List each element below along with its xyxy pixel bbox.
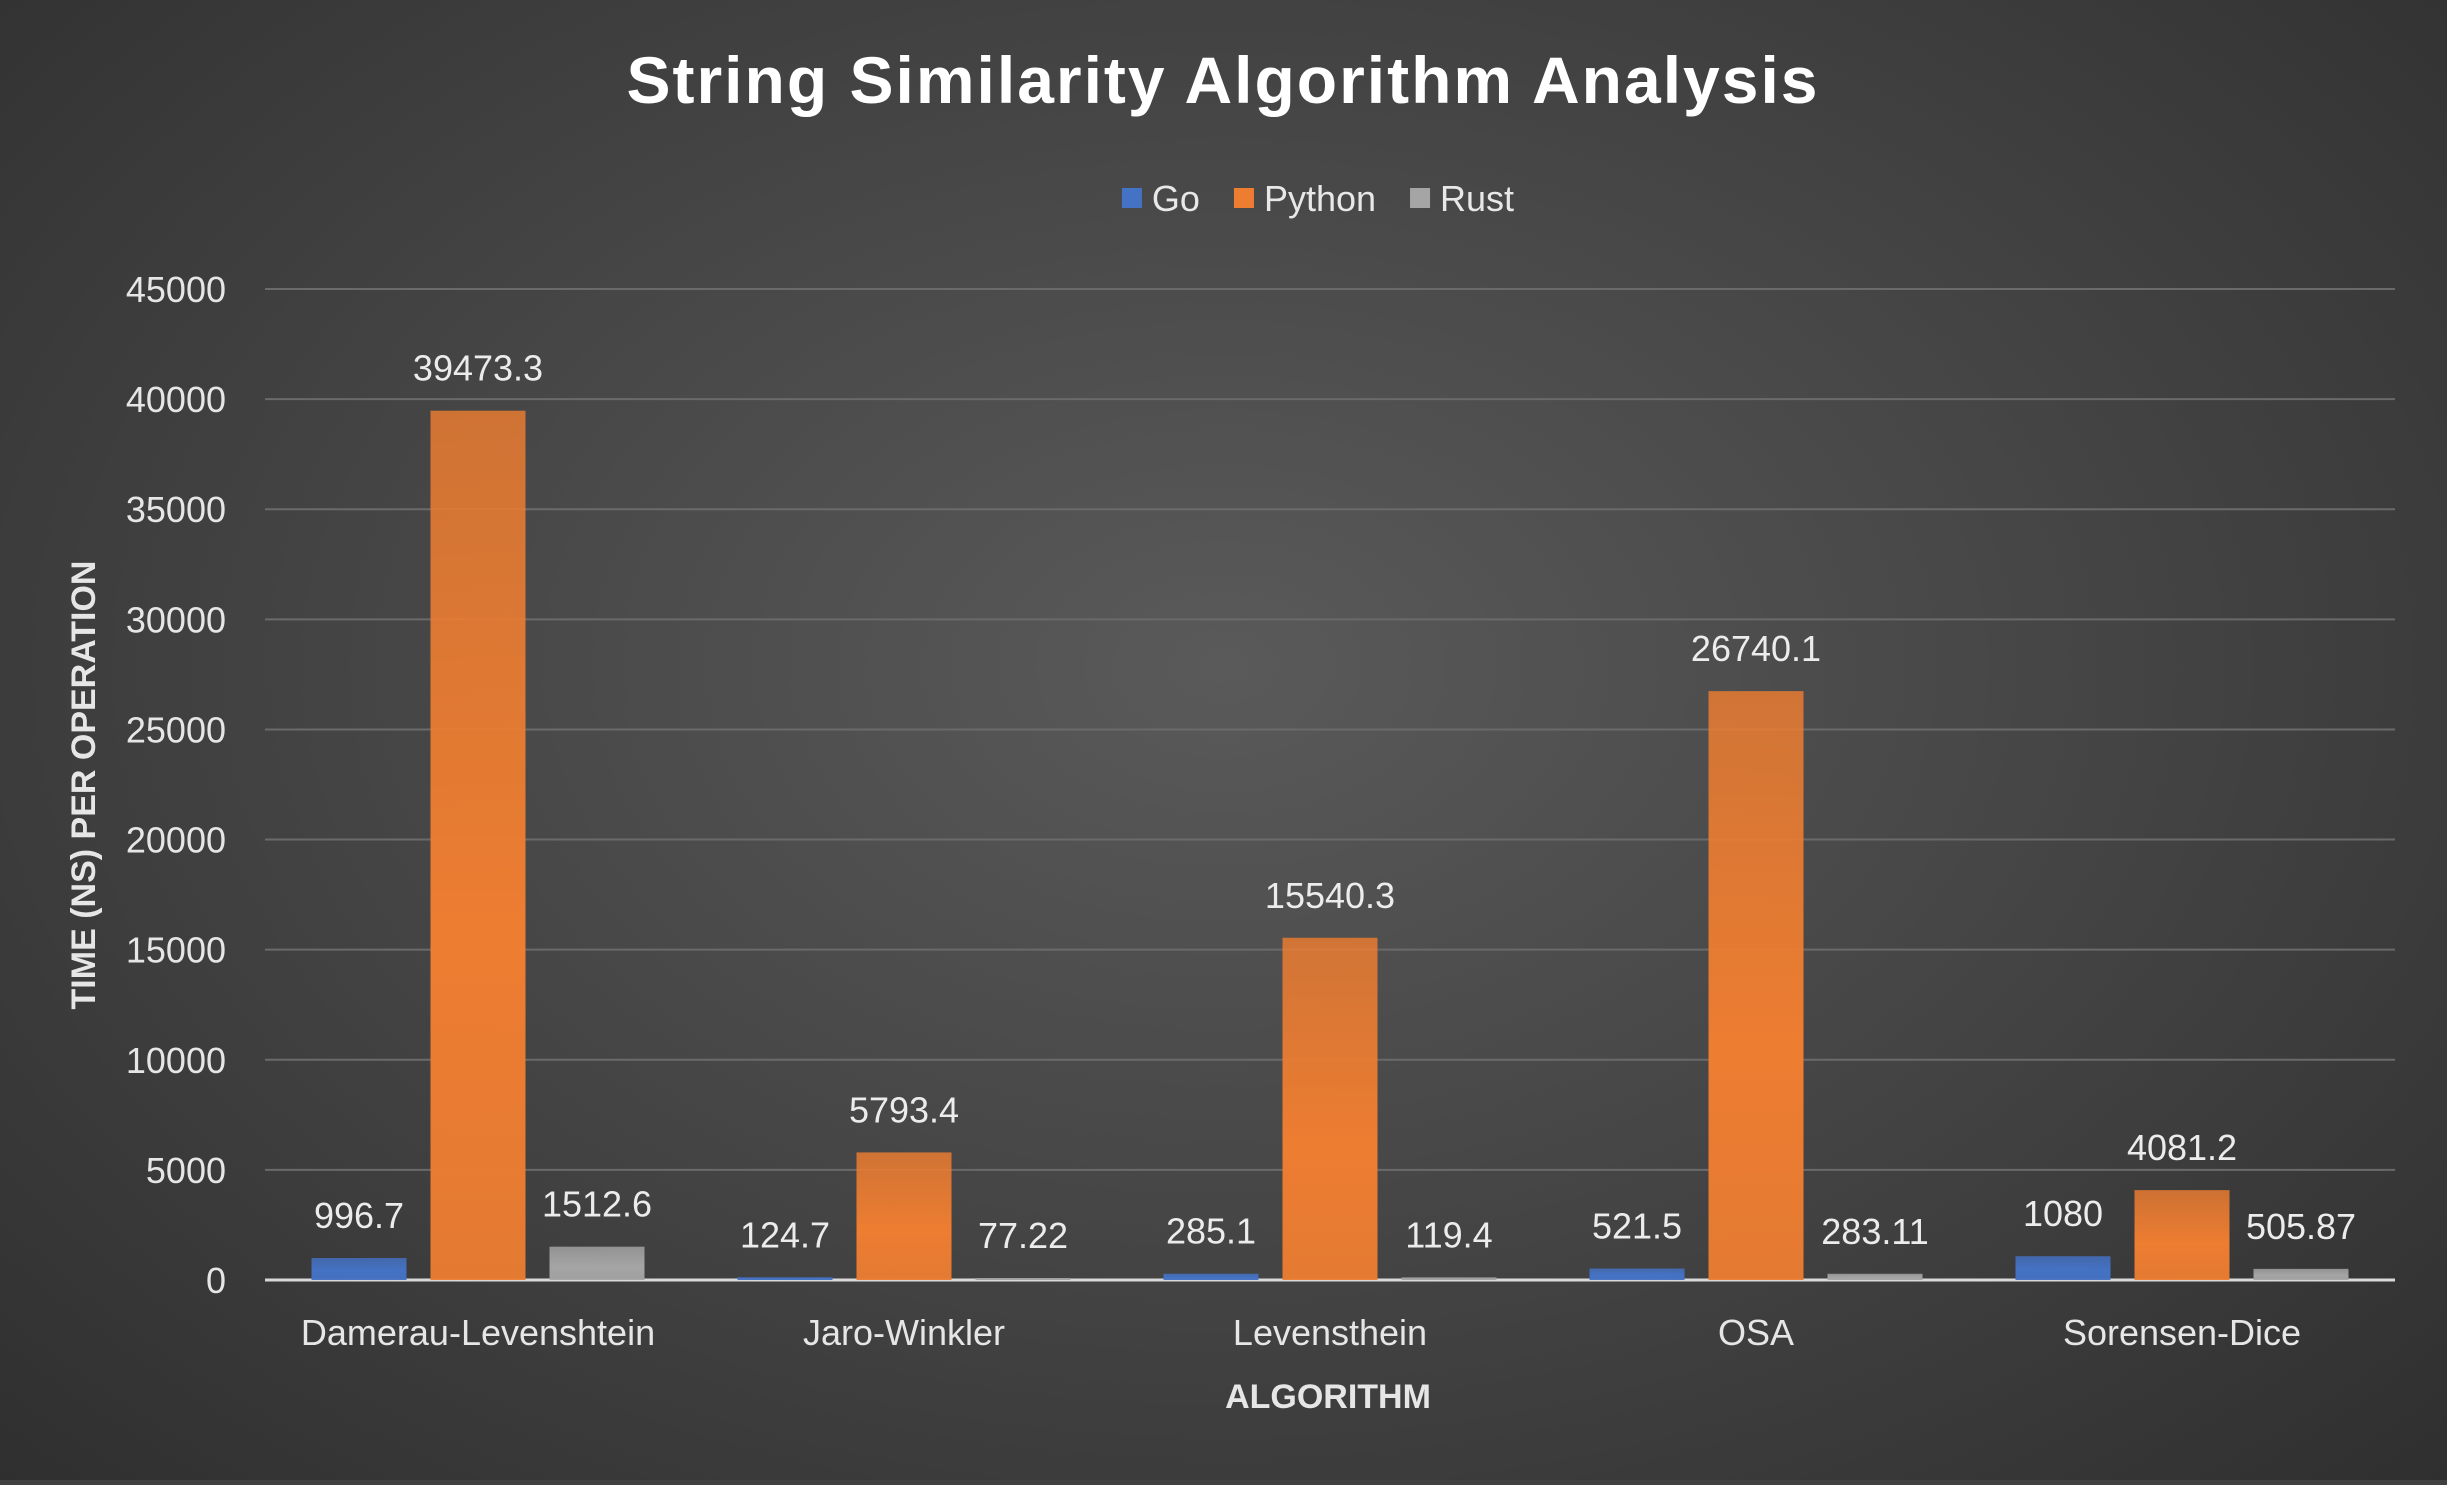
bar-rust-3 <box>1827 1273 1923 1280</box>
bar-go-0 <box>311 1258 407 1280</box>
bar-go-1 <box>737 1277 833 1280</box>
y-tick-label: 10000 <box>126 1040 226 1081</box>
data-label-rust: 505.87 <box>2246 1206 2356 1247</box>
y-tick-label: 0 <box>206 1260 226 1301</box>
y-tick-label: 5000 <box>146 1150 226 1191</box>
y-tick-label: 30000 <box>126 599 226 640</box>
y-tick-label: 25000 <box>126 709 226 750</box>
data-label-go: 285.1 <box>1166 1211 1256 1252</box>
x-category-label: Damerau-Levenshtein <box>301 1312 655 1353</box>
y-tick-label: 15000 <box>126 930 226 971</box>
bar-python-4 <box>2134 1190 2230 1280</box>
bar-python-1 <box>856 1152 952 1280</box>
x-category-label: Levensthein <box>1233 1312 1427 1353</box>
chart-title: String Similarity Algorithm Analysis <box>626 43 1819 117</box>
data-label-python: 4081.2 <box>2127 1127 2237 1168</box>
x-category-label: Sorensen-Dice <box>2063 1312 2301 1353</box>
bar-python-3 <box>1708 691 1804 1280</box>
legend-label-go: Go <box>1152 178 1200 219</box>
legend-label-rust: Rust <box>1440 178 1514 219</box>
bars <box>311 410 2349 1280</box>
bar-rust-1 <box>975 1278 1071 1280</box>
bar-python-0 <box>430 410 526 1280</box>
bar-go-2 <box>1163 1273 1259 1280</box>
data-label-go: 124.7 <box>740 1214 830 1255</box>
data-label-rust: 1512.6 <box>542 1184 652 1225</box>
legend-swatch-python <box>1233 188 1254 208</box>
x-category-label: OSA <box>1718 1312 1794 1353</box>
legend: Go Python Rust <box>1121 178 1514 219</box>
x-category-label: Jaro-Winkler <box>803 1312 1005 1353</box>
data-label-python: 39473.3 <box>413 348 543 389</box>
y-tick-label: 45000 <box>126 269 226 310</box>
y-tick-label: 20000 <box>126 820 226 861</box>
data-labels: 996.7 39473.3 1512.6 124.7 5793.4 77.22 285.1 1… <box>314 348 2356 1256</box>
x-axis-title: ALGORITHM <box>1225 1378 1431 1416</box>
bar-go-3 <box>1589 1268 1685 1280</box>
x-axis-categories: Damerau-Levenshtein Jaro-Winkler Levensthe… <box>301 1312 2301 1353</box>
y-tick-label: 40000 <box>126 379 226 420</box>
legend-swatch-rust <box>1410 188 1431 208</box>
y-tick-label: 35000 <box>126 489 226 530</box>
legend-label-python: Python <box>1264 178 1376 219</box>
data-label-rust: 77.22 <box>978 1215 1068 1256</box>
bar-rust-4 <box>2253 1268 2349 1280</box>
data-label-python: 5793.4 <box>849 1089 959 1130</box>
y-axis-title: TIME (NS) PER OPERATION <box>65 561 103 1010</box>
data-label-go: 521.5 <box>1592 1206 1682 1247</box>
bar-rust-2 <box>1401 1277 1497 1280</box>
bar-python-2 <box>1282 937 1378 1280</box>
y-axis-ticks: 0 5000 10000 15000 20000 25000 30000 35000 40000… <box>126 269 226 1301</box>
data-label-python: 15540.3 <box>1265 875 1395 916</box>
bar-rust-0 <box>549 1246 645 1280</box>
bar-go-4 <box>2015 1256 2111 1280</box>
data-label-go: 996.7 <box>314 1195 404 1236</box>
data-label-rust: 283.11 <box>1821 1211 1928 1252</box>
data-label-go: 1080 <box>2023 1193 2103 1234</box>
legend-swatch-go <box>1121 188 1142 208</box>
data-label-rust: 119.4 <box>1405 1214 1492 1255</box>
data-label-python: 26740.1 <box>1691 628 1821 669</box>
